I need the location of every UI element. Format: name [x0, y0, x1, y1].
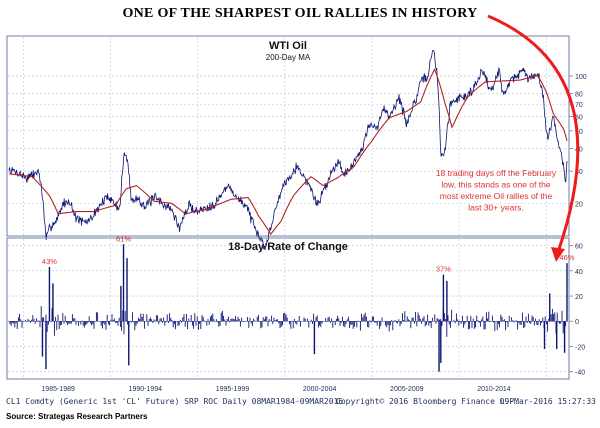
price-y-tick-label: 30	[575, 169, 583, 176]
price-chart-subtitle: 200-Day MA	[266, 53, 311, 62]
arrow-head	[551, 247, 565, 262]
price-panel-frame	[6, 35, 570, 237]
roc-x-tick-label: 2005-2009	[390, 386, 424, 393]
price-y-tick-label: 20	[575, 201, 583, 208]
roc-x-tick-label: 1990-1994	[129, 386, 163, 393]
price-line	[8, 49, 568, 251]
headline: ONE OF THE SHARPEST OIL RALLIES IN HISTO…	[122, 6, 478, 21]
roc-annotation-label: 37%	[436, 265, 451, 274]
roc-annotation-label: 61%	[116, 234, 131, 243]
footer-copyright-text: Copyright© 2016 Bloomberg Finance L.P.	[336, 397, 520, 406]
price-gridlines	[8, 37, 568, 235]
roc-y-tick-label: 40	[575, 269, 583, 276]
roc-panel-frame	[6, 237, 570, 380]
roc-axis-ticks: -40 -20 0 20 40 60	[569, 244, 585, 377]
roc-y-tick-label: -20	[575, 344, 585, 351]
roc-annotations: 43% 61% 37% 46%	[42, 234, 575, 273]
price-chart-title: WTI Oil	[269, 40, 307, 52]
rally-annotation: 18 trading days off the February low, thi…	[436, 168, 557, 213]
red-arrow	[487, 14, 580, 262]
roc-x-tick-label: 2000-2004	[303, 386, 337, 393]
roc-series-group	[8, 244, 568, 372]
annotation-line: most extreme Oil rallies of the	[440, 191, 553, 201]
price-y-tick-label: 100	[575, 74, 587, 81]
price-y-tick-label: 80	[575, 92, 583, 99]
roc-x-tick-label: 2010-2014	[477, 386, 511, 393]
footer-ticker-text: CL1 Comdty (Generic 1st 'CL' Future) SRP…	[6, 397, 344, 406]
ma-line	[9, 68, 568, 236]
price-y-tick-label: 50	[575, 129, 583, 136]
roc-annotation-label: 46%	[559, 253, 574, 262]
price-y-tick-label: 70	[575, 102, 583, 109]
annotation-line: 18 trading days off the February	[436, 168, 557, 178]
price-y-tick-label: 60	[575, 114, 583, 121]
source-note: Source: Strategas Research Partners	[6, 412, 148, 421]
roc-gridlines	[8, 239, 568, 378]
roc-chart-title: 18-Day Rate of Change	[228, 241, 348, 253]
bloomberg-footer: CL1 Comdty (Generic 1st 'CL' Future) SRP…	[6, 397, 596, 409]
roc-y-tick-label: 60	[575, 244, 583, 251]
roc-x-tick-label: 1995-1999	[216, 386, 250, 393]
roc-panel: -40 -20 0 20 40 60 1985-1989 1990-1994 1995-199…	[6, 234, 585, 393]
roc-bars	[9, 306, 567, 337]
annotation-line: last 30+ years.	[468, 203, 524, 213]
footer-timestamp-text: 09-Mar-2016 15:27:33	[499, 397, 596, 406]
roc-x-tick-label: 1985-1989	[41, 386, 75, 393]
roc-y-tick-label: 0	[575, 319, 579, 326]
roc-y-tick-label: -40	[575, 370, 585, 377]
roc-y-tick-label: 20	[575, 294, 583, 301]
arrow-curve	[487, 14, 580, 253]
annotation-line: low, this stands as one of the	[441, 180, 550, 190]
roc-x-ticks: 1985-1989 1990-1994 1995-1999 2000-2004 2005…	[41, 386, 510, 393]
price-series-group	[8, 49, 568, 251]
roc-annotation-label: 43%	[42, 257, 57, 266]
